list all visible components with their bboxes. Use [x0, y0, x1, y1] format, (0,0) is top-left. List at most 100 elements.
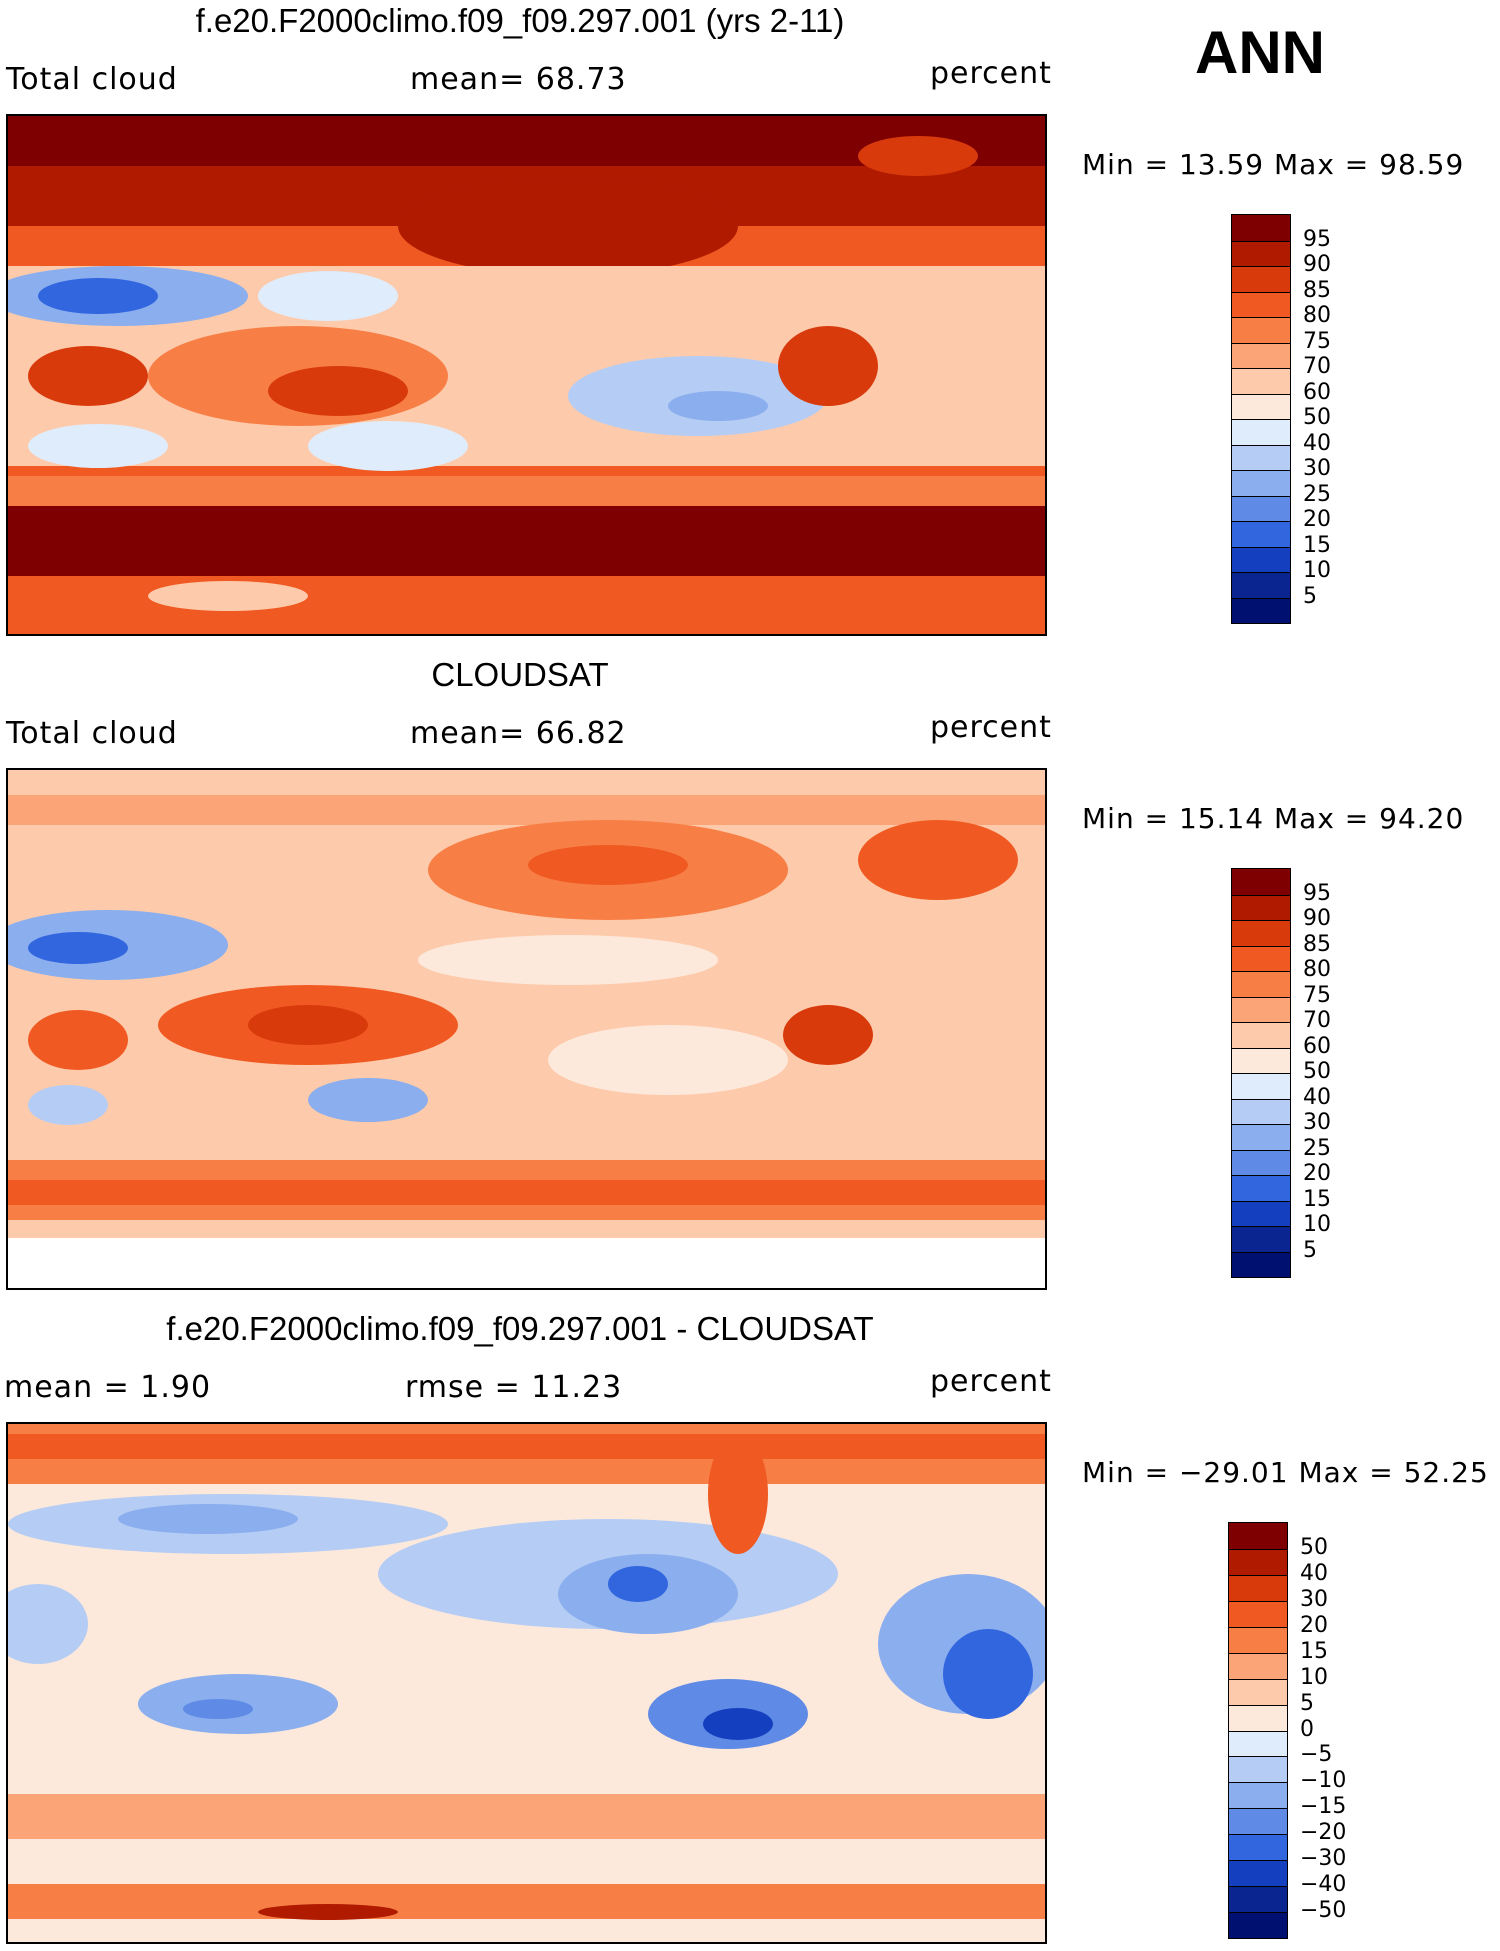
colorbar-swatch	[1229, 1652, 1287, 1679]
colorbar-tick-label: −20	[1300, 1820, 1347, 1846]
colorbar-swatch	[1232, 996, 1290, 1022]
colorbar-swatch	[1232, 393, 1290, 419]
colorbar-tick-label: 40	[1303, 1084, 1331, 1110]
panel-1-mean-label: mean= 68.73	[410, 62, 627, 97]
colorbar-tick-label: 90	[1303, 252, 1331, 277]
colorbar-tick-label: 50	[1300, 1534, 1328, 1560]
colorbar-tick-label: 60	[1303, 379, 1331, 405]
colorbar-tick-label: −5	[1300, 1742, 1333, 1768]
colorbar-tick-label: 5	[1300, 1690, 1314, 1716]
colorbar-swatch	[1232, 1124, 1290, 1150]
colorbar-tick-label: 10	[1300, 1664, 1328, 1690]
colorbar-swatch	[1232, 470, 1290, 496]
panel-3-title: f.e20.F2000climo.f09_f09.297.001 - CLOUD…	[166, 1310, 874, 1347]
colorbar-swatch	[1229, 1834, 1287, 1861]
colorbar-swatch	[1229, 1704, 1287, 1731]
panel-3-contour-field	[8, 1424, 1045, 1942]
colorbar-tick-label: −40	[1300, 1872, 1347, 1898]
colorbar-swatch	[1232, 920, 1290, 946]
colorbar-tick-label: 40	[1303, 430, 1331, 456]
colorbar-tick-label: 80	[1303, 303, 1331, 328]
colorbar-swatch	[1232, 368, 1290, 394]
colorbar-swatch	[1229, 1808, 1287, 1835]
colorbar-swatch	[1232, 1226, 1290, 1252]
panel-2-colorbar	[1231, 868, 1291, 1278]
panel-2-mean-label: mean= 66.82	[410, 716, 627, 751]
colorbar-tick-label: 95	[1303, 226, 1331, 252]
panel-3-units-label: percent	[930, 1364, 1052, 1399]
panel-3-mean-label: mean = 1.90	[4, 1370, 212, 1405]
panel-1-title: f.e20.F2000climo.f09_f09.297.001 (yrs 2-…	[195, 2, 845, 39]
colorbar-tick-label: 75	[1303, 982, 1331, 1008]
colorbar-swatch	[1229, 1782, 1287, 1809]
colorbar-swatch	[1232, 945, 1290, 971]
panel-1-map	[6, 114, 1047, 636]
panel-1-units-label: percent	[930, 56, 1052, 91]
colorbar-swatch	[1232, 1149, 1290, 1175]
colorbar-tick-label: 85	[1303, 277, 1331, 303]
panel-1-minmax: Min = 13.59 Max = 98.59	[1082, 148, 1465, 181]
colorbar-tick-label: 95	[1303, 880, 1331, 906]
season-label: ANN	[1195, 19, 1325, 86]
colorbar-swatch	[1232, 342, 1290, 368]
colorbar-tick-label: 70	[1303, 1008, 1331, 1033]
colorbar-swatch	[1229, 1886, 1287, 1913]
colorbar-tick-label: 15	[1303, 532, 1331, 558]
colorbar-tick-label: 30	[1303, 1110, 1331, 1135]
colorbar-swatch	[1232, 572, 1290, 598]
colorbar-swatch	[1232, 1098, 1290, 1124]
colorbar-swatch	[1229, 1730, 1287, 1757]
colorbar-tick-label: −30	[1300, 1846, 1347, 1872]
panel-1-variable-label: Total cloud	[6, 62, 178, 97]
colorbar-tick-label: 0	[1300, 1716, 1314, 1742]
colorbar-tick-label: 70	[1303, 354, 1331, 379]
colorbar-swatch	[1232, 495, 1290, 521]
colorbar-tick-label: 75	[1303, 328, 1331, 354]
colorbar-tick-label: 40	[1300, 1560, 1328, 1586]
colorbar-swatch	[1232, 1022, 1290, 1048]
colorbar-tick-label: 25	[1303, 1135, 1331, 1161]
colorbar-tick-label: 20	[1303, 1161, 1331, 1186]
colorbar-swatch	[1232, 291, 1290, 317]
colorbar-swatch	[1232, 546, 1290, 572]
colorbar-tick-label: 85	[1303, 931, 1331, 957]
colorbar-tick-label: 5	[1303, 583, 1317, 609]
colorbar-tick-label: 30	[1300, 1586, 1328, 1612]
colorbar-tick-label: −10	[1300, 1768, 1347, 1794]
colorbar-swatch	[1229, 1523, 1287, 1549]
colorbar-swatch	[1229, 1756, 1287, 1783]
panel-2-variable-label: Total cloud	[6, 716, 178, 751]
colorbar-tick-label: −50	[1300, 1898, 1347, 1924]
colorbar-tick-label: 25	[1303, 481, 1331, 507]
colorbar-swatch	[1229, 1626, 1287, 1653]
panel-2-minmax: Min = 15.14 Max = 94.20	[1082, 802, 1465, 835]
colorbar-swatch	[1232, 317, 1290, 343]
colorbar-tick-label: 30	[1303, 456, 1331, 481]
colorbar-tick-label: 90	[1303, 906, 1331, 931]
panel-3-map	[6, 1422, 1047, 1944]
panel-3-minmax: Min = −29.01 Max = 52.25	[1082, 1456, 1489, 1489]
colorbar-swatch	[1232, 1175, 1290, 1201]
panel-2-title: CLOUDSAT	[431, 656, 609, 693]
panel-2-contour-field	[8, 770, 1045, 1288]
colorbar-tick-label: 5	[1303, 1237, 1317, 1263]
colorbar-tick-label: 20	[1300, 1612, 1328, 1638]
panel-1-contour-field	[8, 116, 1045, 634]
colorbar-swatch	[1232, 1251, 1290, 1277]
colorbar-tick-label: −15	[1300, 1794, 1347, 1820]
colorbar-tick-label: 60	[1303, 1033, 1331, 1059]
colorbar-swatch	[1232, 869, 1290, 895]
colorbar-tick-label: 15	[1300, 1638, 1328, 1664]
colorbar-swatch	[1229, 1912, 1287, 1938]
colorbar-tick-label: 10	[1303, 1212, 1331, 1237]
panel-2-map	[6, 768, 1047, 1290]
colorbar-swatch	[1232, 1200, 1290, 1226]
colorbar-swatch	[1229, 1574, 1287, 1601]
colorbar-swatch	[1229, 1860, 1287, 1887]
colorbar-swatch	[1232, 266, 1290, 292]
colorbar-swatch	[1229, 1600, 1287, 1627]
colorbar-swatch	[1229, 1678, 1287, 1705]
colorbar-tick-label: 50	[1303, 1059, 1331, 1084]
colorbar-tick-label: 50	[1303, 405, 1331, 430]
panel-3-rmse-label: rmse = 11.23	[405, 1370, 623, 1405]
